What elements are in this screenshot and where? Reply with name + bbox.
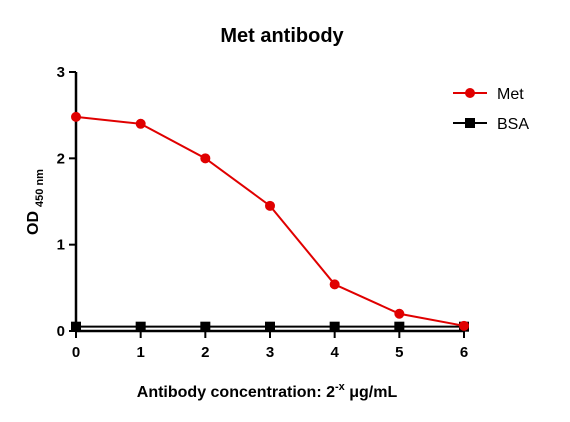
x-axis-label: Antibody concentration: 2-x μg/mL — [137, 381, 398, 401]
ticks: 0 1 2 3 4 5 6 0 1 2 3 — [57, 64, 469, 361]
series-line-met — [75, 115, 465, 327]
data-point-met — [71, 111, 81, 122]
data-point-met — [135, 118, 146, 129]
legend-item-met: Met — [453, 86, 524, 103]
x-tick-label: 0 — [72, 344, 80, 361]
y-axis-label: OD 450 nm — [25, 169, 46, 235]
data-point-met — [459, 320, 469, 331]
data-point-met — [265, 200, 275, 211]
legend-item-bsa: BSA — [453, 116, 529, 133]
x-tick-label: 3 — [266, 344, 274, 361]
data-point-bsa — [135, 321, 146, 332]
y-axis-label-sub: 450 nm — [34, 169, 46, 207]
y-tick-label: 2 — [57, 150, 65, 167]
data-point-bsa — [200, 321, 211, 332]
x-axis-label-unit: μg/mL — [345, 384, 398, 401]
x-axis-label-sup: -x — [335, 381, 346, 393]
y-tick-label: 0 — [57, 323, 65, 340]
x-tick-label: 4 — [330, 344, 339, 361]
y-tick-label: 1 — [57, 237, 65, 254]
data-point-bsa — [394, 321, 405, 332]
data-point-bsa — [329, 321, 340, 332]
legend-marker-bsa — [465, 118, 475, 128]
data-point-bsa — [265, 321, 275, 332]
data-point-met — [200, 153, 211, 164]
legend-label-met: Met — [497, 86, 524, 103]
x-tick-label: 6 — [460, 344, 468, 361]
series-met — [71, 111, 469, 331]
legend: Met BSA — [453, 86, 529, 133]
legend-label-bsa: BSA — [497, 116, 529, 133]
data-point-met — [394, 308, 405, 319]
y-tick-label: 3 — [57, 64, 65, 81]
legend-marker-met — [465, 88, 475, 98]
chart-title: Met antibody — [220, 25, 344, 47]
x-tick-label: 5 — [395, 344, 403, 361]
data-point-met — [329, 279, 340, 290]
x-tick-label: 1 — [136, 344, 144, 361]
x-tick-label: 2 — [201, 344, 209, 361]
x-axis-label-main: Antibody concentration: 2 — [137, 384, 335, 401]
series-layer — [71, 111, 469, 332]
data-point-bsa — [71, 321, 81, 332]
y-axis-label-main: OD — [25, 211, 42, 235]
